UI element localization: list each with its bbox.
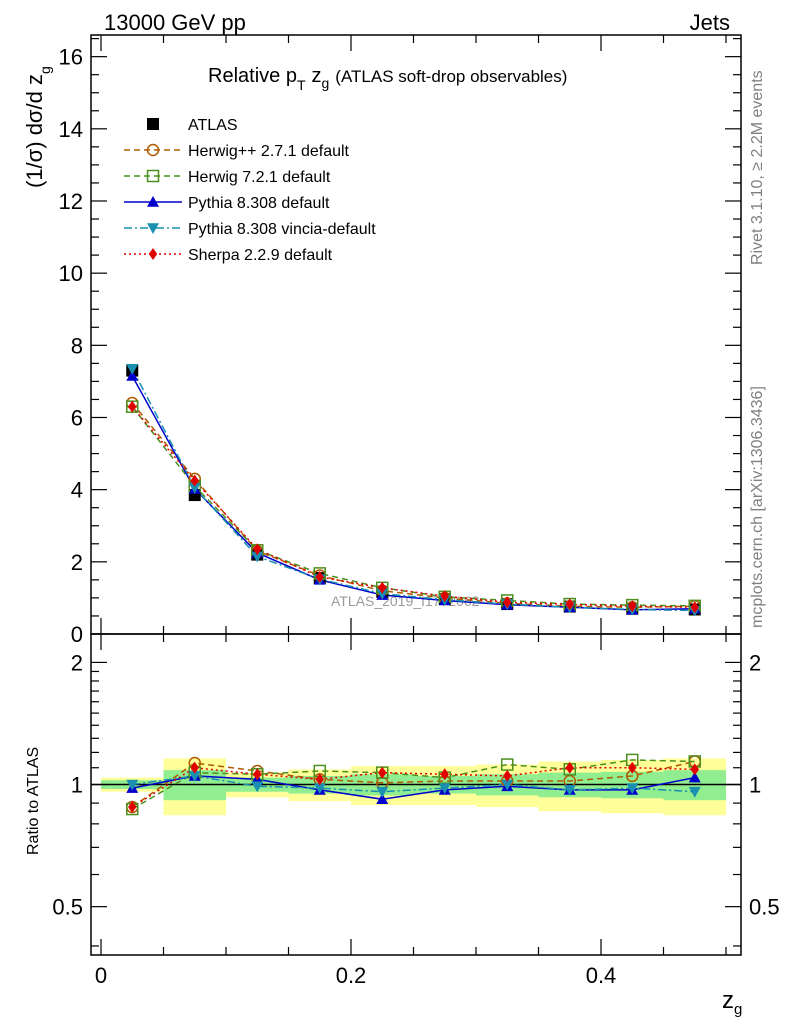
main-y-tick-label: 8 [71,333,83,358]
x-tick-label: 0.4 [586,963,617,988]
main-y-tick-label: 16 [59,45,83,70]
main-series-4-point [376,588,389,600]
legend-marker-4 [147,223,159,234]
title-rest: (ATLAS soft-drop observables) [335,67,567,86]
main-series-4-point [126,363,139,375]
y-axis-label-sub: g [37,66,53,74]
ratio-series-4-point [503,769,512,782]
legend-marker-1 [146,143,160,157]
side-label-mcplots: mcplots.cern.ch [arXiv:1306.3436] [749,386,766,628]
main-series-5-point [440,590,449,603]
ratio-series-3-point [251,781,264,793]
ratio-series-line-0 [131,760,695,808]
main-series-5-point [690,601,699,614]
main-series-3-point [126,369,139,381]
main-y-tick-label: 14 [59,117,83,142]
ratio-panel: 0.5 0.5 1 1 2 2 0 0.2 0.4 [52,633,780,988]
main-y-tick-label: 2 [71,550,83,575]
main-series-line-3 [131,375,695,611]
y-axis-label-main: (1/σ) dσ/d z [22,74,47,188]
ratio-y-axis-label: Ratio to ATLAS [25,747,42,855]
legend-marker-0 [147,118,159,130]
legend-marker-5 [148,248,158,260]
header-left: 13000 GeV pp [104,10,246,35]
main-series-line-1 [131,402,695,609]
main-series-5-point [378,581,387,594]
main-y-tick-label: 10 [59,261,83,286]
ratio-series-2-point [376,793,389,805]
ratio-series-3-point [126,779,139,791]
ratio-series-4-point [565,761,574,774]
legend-label-2: Herwig 7.2.1 default [188,169,331,186]
legend-label-5: Sherpa 2.2.9 default [188,247,333,264]
ratio-plot-frame [90,633,742,956]
ratio-series-line-2 [132,775,695,800]
ratio-series-4-point [690,763,699,776]
ratio-series-3-point [376,786,389,798]
main-series-5-point [315,570,324,583]
ratio-series-4-point [440,768,449,781]
title-var: z [312,65,322,87]
title-main: Relative p [208,65,297,87]
main-series-5-point [565,598,574,611]
main-series-4-point [251,551,264,563]
main-series-5-point [628,600,637,613]
ratio-series-4-point [378,766,387,779]
main-series-5-point [253,543,262,556]
main-series-line-5 [131,406,695,609]
main-series-5-point [128,400,137,413]
ratio-y-tick-label: 0.5 [52,895,83,920]
legend-label-1: Herwig++ 2.7.1 default [188,143,350,160]
ratio-series-3-point [563,785,576,796]
ratio-series-4-point [315,773,324,786]
x-tick-label: 0.2 [336,963,367,988]
side-label-rivet: Rivet 3.1.10, ≥ 2.2M events [749,70,766,265]
ratio-series-3-point [313,783,326,795]
ratio-series-3-point [501,779,514,791]
ratio-series-line-1 [131,759,695,810]
title-sub: T [297,77,306,93]
main-y-tick-label: 12 [59,189,83,214]
header-right: Jets [690,10,730,35]
legend: ATLAS Herwig++ 2.7.1 default Herwig 7.2.1 … [124,117,376,264]
ratio-y-tick-label: 2 [71,650,83,675]
main-series-line-2 [131,406,695,607]
main-series-4-point [188,483,201,494]
ratio-series-4-point [628,761,637,774]
legend-marker-3 [147,196,159,207]
main-series-5-point [503,596,512,609]
ratio-series-4-point [253,768,262,781]
ratio-series-3-point [688,786,701,798]
y-axis-label: (1/σ) dσ/d zg [22,66,53,188]
ratio-series-3-point [626,783,639,795]
ratio-series-2-point [688,771,701,783]
ratio-series-3-point [188,771,201,782]
x-axis-label-sub: g [734,1001,742,1018]
main-y-tick-label: 0 [71,622,83,647]
legend-label-4: Pythia 8.308 vincia-default [188,221,376,238]
chart-title: Relative pT zg (ATLAS soft-drop observable… [208,65,567,93]
legend-label-0: ATLAS [188,117,238,134]
main-series-5-point [190,474,199,487]
ratio-y-tick-label: 1 [71,773,83,798]
ratio-series-4-point [128,801,137,814]
main-series-line-4 [131,368,695,612]
main-y-tick-label: 6 [71,405,83,430]
title-var-sub: g [322,75,330,91]
ratio-series-line-4 [131,766,695,808]
legend-label-3: Pythia 8.308 default [188,195,330,212]
x-axis-label: zg [722,987,742,1018]
ratio-y-tick-label-right: 1 [749,773,761,798]
ratio-series-4-point [190,761,199,774]
ratio-y-tick-label-right: 0.5 [749,895,780,920]
ratio-series-line-3 [132,775,695,793]
ratio-y-tick-label-right: 2 [749,650,761,675]
x-axis-label-main: z [722,987,734,1014]
ratio-series-3-point [438,783,451,795]
legend-marker-2 [146,169,160,183]
main-y-tick-label: 4 [71,478,83,503]
x-tick-label: 0 [95,963,107,988]
main-panel: 0 2 4 6 8 10 12 14 16 [59,34,742,647]
